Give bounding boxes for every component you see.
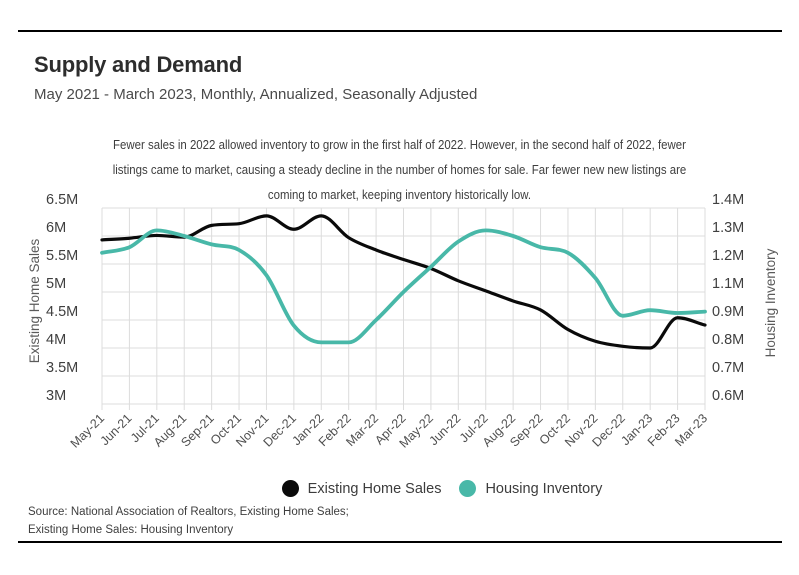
x-tick-label: May-21 (68, 411, 107, 450)
x-tick-label: Jun-22 (427, 411, 464, 448)
legend-item-housing-inventory: Housing Inventory (459, 480, 602, 497)
y-tick-label-left: 3M (46, 388, 66, 404)
legend-dot-teal-icon (459, 480, 477, 497)
y-tick-label-left: 4M (46, 332, 66, 348)
legend-label: Housing Inventory (485, 480, 603, 497)
series-line-housing-inventory (100, 228, 707, 345)
y-tick-label-left: 4.5M (46, 304, 78, 320)
left-axis-title: Existing Home Sales (27, 238, 42, 364)
y-tick-label-right: 0.6M (712, 388, 744, 404)
legend-item-existing-home-sales: Existing Home Sales (281, 480, 442, 497)
bottom-rule (18, 541, 782, 543)
legend-dot-black-icon (281, 480, 299, 497)
y-tick-label-right: 0.7M (712, 360, 744, 376)
series-line-existing-home-sales (100, 214, 707, 350)
y-tick-label-left: 5M (46, 276, 66, 292)
page-title: Supply and Demand (34, 52, 243, 77)
top-rule (18, 30, 782, 32)
legend-label: Existing Home Sales (307, 480, 442, 497)
y-tick-label-left: 5.5M (46, 248, 78, 264)
description-line: listings came to market, causing a stead… (112, 162, 687, 177)
y-tick-label-right: 0.8M (712, 332, 744, 348)
description-line: Fewer sales in 2022 allowed inventory to… (113, 137, 686, 152)
y-tick-label-left: 3.5M (46, 360, 78, 376)
y-tick-label-right: 0.9M (712, 304, 744, 320)
source-note-line-2: Existing Home Sales: Housing Inventory (28, 524, 234, 536)
source-note-line-1: Source: National Association of Realtors… (28, 506, 349, 518)
page-subtitle: May 2021 - March 2023, Monthly, Annualiz… (34, 86, 478, 103)
right-axis-title: Housing Inventory (763, 248, 778, 358)
x-tick-label: Jun-21 (98, 411, 135, 448)
description-line: coming to market, keeping inventory hist… (267, 187, 532, 202)
y-tick-label-right: 1.1M (712, 276, 744, 292)
y-tick-label-left: 6.5M (46, 192, 78, 208)
chart-legend: Existing Home Sales Housing Inventory (102, 480, 782, 497)
y-tick-label-right: 1.2M (712, 248, 744, 264)
chart-description: Fewer sales in 2022 allowed inventory to… (48, 132, 751, 207)
y-tick-label-left: 6M (46, 220, 66, 236)
y-tick-label-right: 1.3M (712, 220, 744, 236)
y-tick-label-right: 1.4M (712, 192, 744, 208)
